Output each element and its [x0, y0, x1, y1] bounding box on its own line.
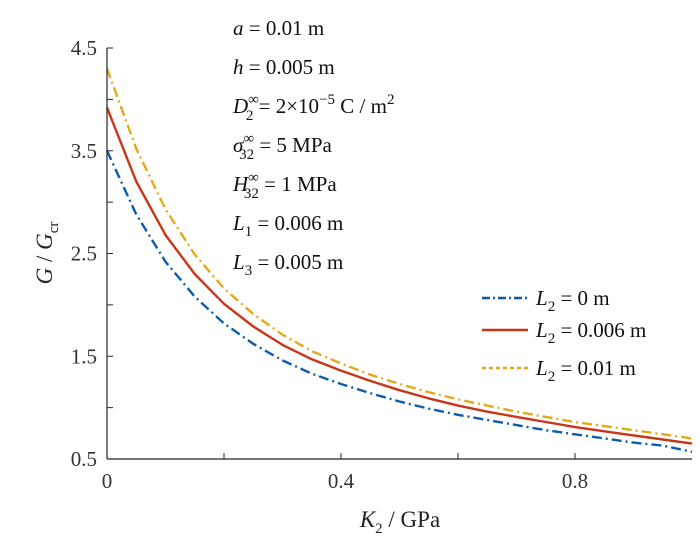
legend: L2 = 0 m L2 = 0.006 m L2 = 0.01 m [482, 286, 646, 385]
x-axis-label: K2 / GPa [359, 507, 440, 537]
axes: 0.5 1.5 2.5 3.5 4.5 0 0.4 0.8 K2 / GPa G / Gcr [32, 36, 692, 537]
y-tick-label: 2.5 [71, 242, 97, 266]
annotation-7: L3 = 0.005 m [232, 250, 343, 279]
x-tick-label: 0.8 [562, 469, 588, 493]
legend-label-1: L2 = 0 m [535, 286, 610, 315]
annotations: a = 0.01 m h = 0.005 m D∞ 2 = 2×10−5 C / m2… [232, 16, 394, 279]
annotation-6: L1 = 0.006 m [232, 211, 343, 240]
y-tick-label: 1.5 [71, 344, 97, 368]
annotation-1: a = 0.01 m [233, 16, 324, 40]
x-tick-label: 0.4 [328, 469, 355, 493]
annotation-2: h = 0.005 m [233, 55, 335, 79]
annotation-5: H∞ 32 = 1 MPa [232, 170, 337, 202]
legend-label-2: L2 = 0.006 m [535, 318, 646, 347]
y-tick-label: 3.5 [71, 139, 97, 163]
x-tick-label: 0 [102, 469, 113, 493]
annotation-4: σ∞ 32 = 5 MPa [233, 131, 333, 163]
series-line-3 [105, 68, 693, 440]
annotation-3: D∞ 2 = 2×10−5 C / m2 [232, 92, 394, 124]
y-axis-label: G / Gcr [32, 222, 62, 285]
y-tick-label: 4.5 [71, 36, 97, 60]
plot-area [105, 68, 693, 453]
legend-label-3: L2 = 0.01 m [535, 356, 636, 385]
series-line-1 [105, 150, 693, 453]
y-tick-label: 0.5 [71, 447, 97, 471]
series-line-2 [105, 107, 693, 445]
